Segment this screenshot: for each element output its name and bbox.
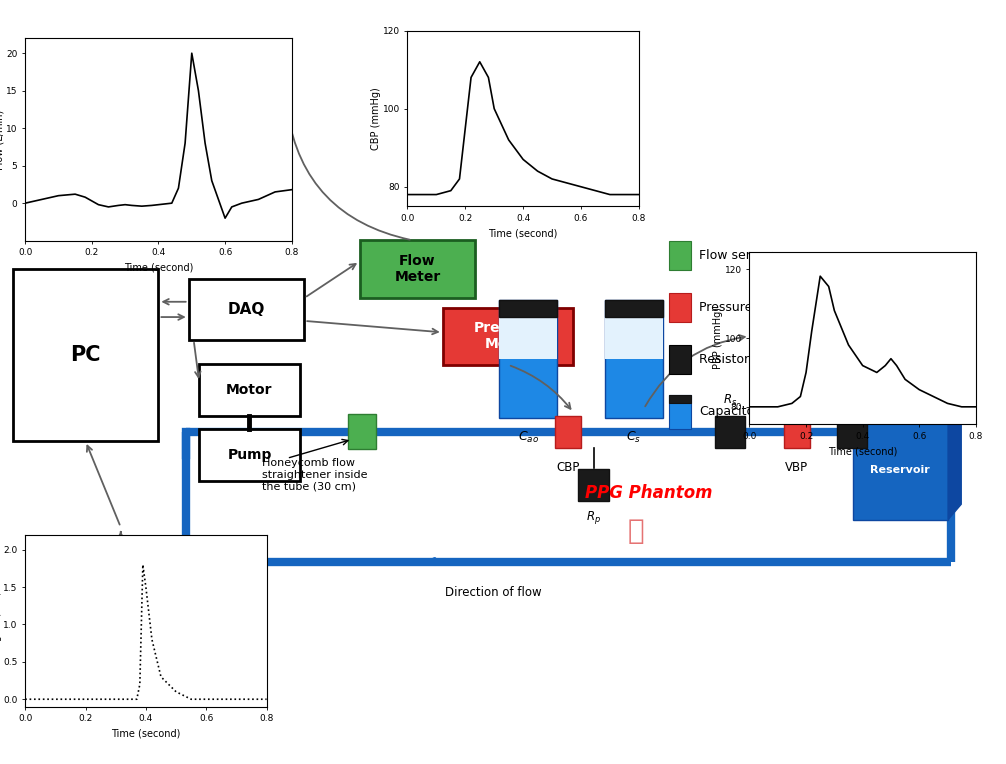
Text: Flow sensor: Flow sensor <box>699 249 773 263</box>
X-axis label: Time (second): Time (second) <box>112 729 180 739</box>
FancyBboxPatch shape <box>199 429 300 481</box>
Text: $R_v$: $R_v$ <box>844 393 860 408</box>
FancyBboxPatch shape <box>605 299 663 418</box>
FancyBboxPatch shape <box>578 469 609 501</box>
Text: $C_s$: $C_s$ <box>626 429 642 445</box>
Text: Pump: Pump <box>227 448 272 461</box>
X-axis label: Time (second): Time (second) <box>828 446 897 456</box>
FancyBboxPatch shape <box>715 416 745 448</box>
FancyBboxPatch shape <box>669 241 691 270</box>
FancyBboxPatch shape <box>359 240 475 297</box>
FancyBboxPatch shape <box>499 299 557 316</box>
FancyBboxPatch shape <box>555 416 581 448</box>
Y-axis label: Flow (L/min): Flow (L/min) <box>0 109 5 170</box>
Text: $R_s$: $R_s$ <box>723 393 737 408</box>
Text: Pressure
Meter: Pressure Meter <box>474 321 542 351</box>
FancyBboxPatch shape <box>669 395 691 403</box>
Text: CBP: CBP <box>556 461 580 474</box>
Polygon shape <box>852 405 962 420</box>
Text: Reservoir: Reservoir <box>870 465 931 475</box>
X-axis label: Time (second): Time (second) <box>124 263 193 273</box>
FancyBboxPatch shape <box>605 312 663 358</box>
Text: Capacitor: Capacitor <box>699 405 760 419</box>
FancyBboxPatch shape <box>784 416 810 448</box>
Y-axis label: CBP (mmHg): CBP (mmHg) <box>371 87 381 150</box>
Y-axis label: PBP (mmHg): PBP (mmHg) <box>713 307 723 369</box>
FancyBboxPatch shape <box>499 299 557 418</box>
Text: DAQ: DAQ <box>227 302 266 317</box>
Text: Flow
Meter: Flow Meter <box>394 254 441 284</box>
X-axis label: Time (second): Time (second) <box>489 228 557 238</box>
Text: Honeycomb flow
straightener inside
the tube (30 cm): Honeycomb flow straightener inside the t… <box>262 458 367 491</box>
Text: PC: PC <box>70 345 101 365</box>
Text: Resistor (ball valve): Resistor (ball valve) <box>699 353 824 367</box>
Text: Motor: Motor <box>226 383 273 397</box>
Polygon shape <box>948 405 962 520</box>
FancyBboxPatch shape <box>669 395 691 429</box>
Y-axis label: Signal (volt): Signal (volt) <box>0 591 2 650</box>
FancyBboxPatch shape <box>188 279 304 340</box>
FancyBboxPatch shape <box>669 345 691 374</box>
FancyBboxPatch shape <box>443 307 573 364</box>
FancyBboxPatch shape <box>199 364 300 416</box>
Text: Direction of flow: Direction of flow <box>445 586 541 599</box>
Text: $R_p$: $R_p$ <box>586 509 601 526</box>
FancyBboxPatch shape <box>13 269 158 441</box>
FancyBboxPatch shape <box>852 420 948 520</box>
Text: VBP: VBP <box>786 461 808 474</box>
FancyBboxPatch shape <box>348 414 376 449</box>
FancyBboxPatch shape <box>837 416 867 448</box>
FancyBboxPatch shape <box>499 312 557 358</box>
FancyBboxPatch shape <box>669 293 691 322</box>
Text: PPG Phantom: PPG Phantom <box>585 484 712 502</box>
FancyBboxPatch shape <box>605 299 663 316</box>
Text: $C_{ao}$: $C_{ao}$ <box>518 429 538 445</box>
Text: ✋: ✋ <box>628 517 644 545</box>
Text: Pressure sensor: Pressure sensor <box>699 301 798 315</box>
